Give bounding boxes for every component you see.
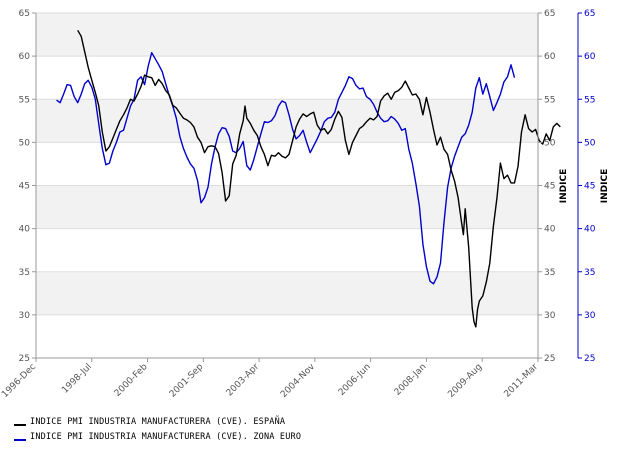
y-tick-label-right: 65 [584, 9, 595, 19]
y-tick-label-mid: 40 [544, 225, 556, 235]
x-tick-label: 2009-Aug [446, 362, 484, 400]
x-tick-label: 2000-Feb [113, 362, 150, 399]
y-tick-label-mid: 45 [544, 182, 555, 192]
y-tick-label-mid: 35 [544, 268, 555, 278]
y-tick-label-right: 60 [584, 52, 596, 62]
y-axis-title-right: INDICE [600, 169, 610, 203]
y-tick-label-mid: 30 [544, 311, 556, 321]
y-tick-label-right: 55 [584, 95, 595, 105]
y-tick-label-mid: 25 [544, 354, 555, 364]
grid-band [36, 185, 538, 229]
y-tick-label-right: 35 [584, 268, 595, 278]
x-tick-label: 2001-Sep [168, 362, 206, 400]
x-tick-label: 2011-Mar [503, 362, 541, 400]
x-tick-label: 1996-Dec [0, 362, 38, 400]
series-line-espana [77, 29, 561, 328]
y-tick-label-mid: 55 [544, 95, 555, 105]
y-tick-label-right: 25 [584, 354, 595, 364]
y-tick-label-mid: 65 [544, 9, 555, 19]
x-tick-label: 2004-Nov [279, 362, 317, 400]
y-tick-label-left: 40 [19, 225, 31, 235]
y-axis-title-left: INDICE [559, 169, 569, 203]
gridlines [36, 12, 538, 359]
axes [32, 12, 582, 362]
legend: INDICE PMI INDUSTRIA MANUFACTURERA (CVE)… [14, 416, 301, 442]
y-tick-label-left: 55 [19, 95, 30, 105]
series-line-zona-euro [56, 52, 516, 285]
y-tick-label-right: 50 [584, 138, 596, 148]
y-tick-label-left: 25 [19, 354, 30, 364]
y-tick-label-right: 40 [584, 225, 596, 235]
y-tick-label-mid: 60 [544, 52, 556, 62]
y-tick-label-left: 45 [19, 182, 30, 192]
x-tick-label: 2008-Jan [393, 362, 429, 398]
x-tick-label: 2003-Apr [225, 362, 262, 399]
grid-band [36, 13, 538, 57]
grid-band [36, 271, 538, 315]
y-tick-label-mid: 50 [544, 138, 556, 148]
y-tick-label-left: 60 [19, 52, 31, 62]
series-layer [56, 29, 561, 328]
y-tick-label-right: 30 [584, 311, 596, 321]
legend-label-zona-euro: INDICE PMI INDUSTRIA MANUFACTURERA (CVE)… [30, 432, 301, 442]
y-tick-label-right: 45 [584, 182, 595, 192]
y-tick-label-left: 65 [19, 9, 30, 19]
y-tick-label-left: 35 [19, 268, 30, 278]
x-tick-label: 1998-Jul [60, 362, 94, 396]
y-tick-label-left: 30 [19, 311, 31, 321]
legend-label-espana: INDICE PMI INDUSTRIA MANUFACTURERA (CVE)… [30, 416, 285, 427]
x-tick-label: 2006-Jun [337, 362, 373, 398]
y-tick-label-left: 50 [19, 138, 31, 148]
